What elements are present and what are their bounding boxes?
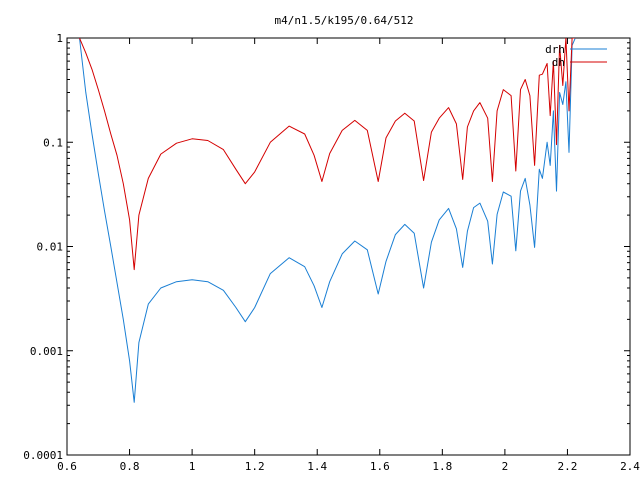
legend-label-dh: dh — [552, 56, 565, 69]
y-tick-label: 1 — [56, 32, 63, 45]
plot-frame — [66, 37, 631, 456]
y-tick-label: 0.1 — [43, 136, 63, 149]
series-line-dh — [79, 38, 576, 271]
x-tick-label: 1.8 — [432, 460, 452, 473]
x-tick-label: 0.8 — [120, 460, 140, 473]
x-axis: 0.6 0.8 1 1.2 1.4 1.6 1.8 2 2.2 2.4 — [57, 38, 640, 473]
y-axis: 0.0001 0.001 0.01 0.1 1 — [23, 32, 630, 462]
x-tick-label: 1.2 — [245, 460, 265, 473]
x-tick-label: 0.6 — [57, 460, 77, 473]
y-tick-label: 0.001 — [30, 345, 63, 358]
legend-label-drh: drh — [545, 43, 565, 56]
chart-title: m4/n1.5/k195/0.64/512 — [274, 14, 413, 27]
x-tick-label: 2 — [502, 460, 509, 473]
y-tick-label: 0.0001 — [23, 449, 63, 462]
x-tick-label: 1 — [189, 460, 196, 473]
x-tick-label: 2.4 — [620, 460, 640, 473]
x-tick-label: 1.6 — [370, 460, 390, 473]
series-line-drh — [79, 38, 576, 403]
series-layer — [79, 38, 576, 403]
x-tick-label: 2.2 — [558, 460, 578, 473]
y-tick-label: 0.01 — [37, 241, 64, 254]
x-tick-label: 1.4 — [307, 460, 327, 473]
